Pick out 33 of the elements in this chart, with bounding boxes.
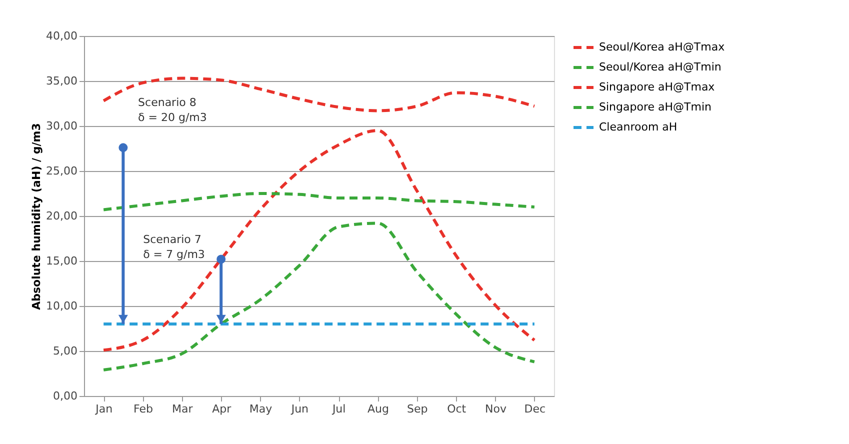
x-tick-label: Jul [331, 402, 346, 416]
x-tick-label: Oct [447, 402, 467, 416]
x-tick-label: Feb [134, 402, 153, 416]
x-tick-label: Mar [172, 402, 194, 416]
y-tick-label: 20,00 [46, 210, 78, 222]
line-series [102, 129, 536, 352]
y-tick-label: 0,00 [53, 390, 78, 402]
x-tick-label: Dec [524, 402, 546, 416]
x-tick-label: Nov [485, 402, 507, 416]
y-tick-label: 35,00 [46, 74, 78, 88]
y-axis-title: Absolute humidity (aH) / g/m3 [30, 123, 44, 310]
annotation: Scenario 7 δ = 7 g/m3 [143, 233, 205, 262]
legend-label: Seoul/Korea aH@Tmin [599, 60, 722, 74]
annotation: Scenario 8 δ = 20 g/m3 [138, 96, 207, 124]
x-tick-label: Sep [407, 402, 428, 416]
x-tick-label: Jan [94, 402, 113, 416]
x-tick-label: Apr [212, 402, 232, 416]
y-tick-label: 25,00 [46, 164, 78, 178]
x-tick-label: Aug [368, 402, 389, 416]
y-tick-label: 10,00 [46, 300, 78, 312]
y-tick-label: 5,00 [53, 344, 78, 358]
y-tick-label: 40,00 [46, 30, 78, 42]
legend-label: Seoul/Korea aH@Tmax [599, 40, 726, 54]
line-series [102, 76, 536, 112]
legend-label: Singapore aH@Tmax [599, 80, 716, 94]
line-series [102, 192, 536, 212]
x-tick-label: Jun [290, 402, 309, 416]
legend-label: Cleanroom aH [599, 120, 678, 134]
line-series [102, 222, 536, 372]
x-tick-label: May [249, 402, 273, 416]
y-tick-label: 30,00 [46, 120, 78, 132]
y-tick-label: 15,00 [46, 254, 78, 268]
legend-label: Singapore aH@Tmin [599, 100, 712, 114]
